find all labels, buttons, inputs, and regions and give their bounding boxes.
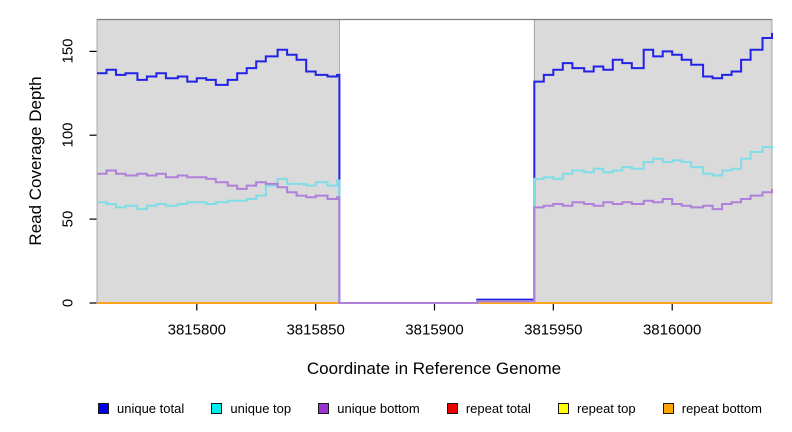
y-axis-title: Read Coverage Depth xyxy=(26,76,45,246)
x-tick-label: 3816000 xyxy=(642,321,702,339)
legend-swatch-icon xyxy=(98,402,109,414)
legend-item-repeat-bottom: repeat bottom xyxy=(662,400,762,416)
legend-label: unique total xyxy=(117,400,185,416)
legend-item-repeat-top: repeat top xyxy=(558,401,636,416)
y-tick-label: 100 xyxy=(59,122,77,148)
legend-item-unique-bottom: unique bottom xyxy=(318,400,420,416)
x-tick-label: 3815950 xyxy=(524,321,583,339)
legend-swatch-icon xyxy=(318,402,330,414)
legend: unique total unique top unique bottom repea… xyxy=(98,399,762,417)
legend-item-unique-top: unique top xyxy=(211,401,291,416)
y-tick-label: 0 xyxy=(59,298,77,308)
x-tick-label: 3815800 xyxy=(167,321,227,339)
series-line-unique-bottom xyxy=(97,169,773,304)
legend-item-unique-total: unique total xyxy=(98,401,184,416)
legend-swatch-icon xyxy=(558,402,570,414)
legend-label: unique bottom xyxy=(337,400,420,416)
legend-label: repeat top xyxy=(577,400,636,416)
x-tick-label: 3815850 xyxy=(286,321,345,339)
legend-label: repeat bottom xyxy=(681,400,762,416)
y-tick-label: 50 xyxy=(59,210,77,228)
y-tick-label: 150 xyxy=(59,38,77,64)
x-axis-title: Coordinate in Reference Genome xyxy=(306,359,562,378)
legend-label: repeat total xyxy=(465,400,531,416)
legend-swatch-icon xyxy=(446,402,458,414)
legend-swatch-icon xyxy=(662,402,674,414)
shaded-region xyxy=(96,19,340,304)
legend-swatch-icon xyxy=(211,402,223,414)
legend-item-repeat-total: repeat total xyxy=(446,400,531,416)
x-tick-label: 3815900 xyxy=(405,321,464,339)
legend-label: unique top xyxy=(230,400,292,416)
